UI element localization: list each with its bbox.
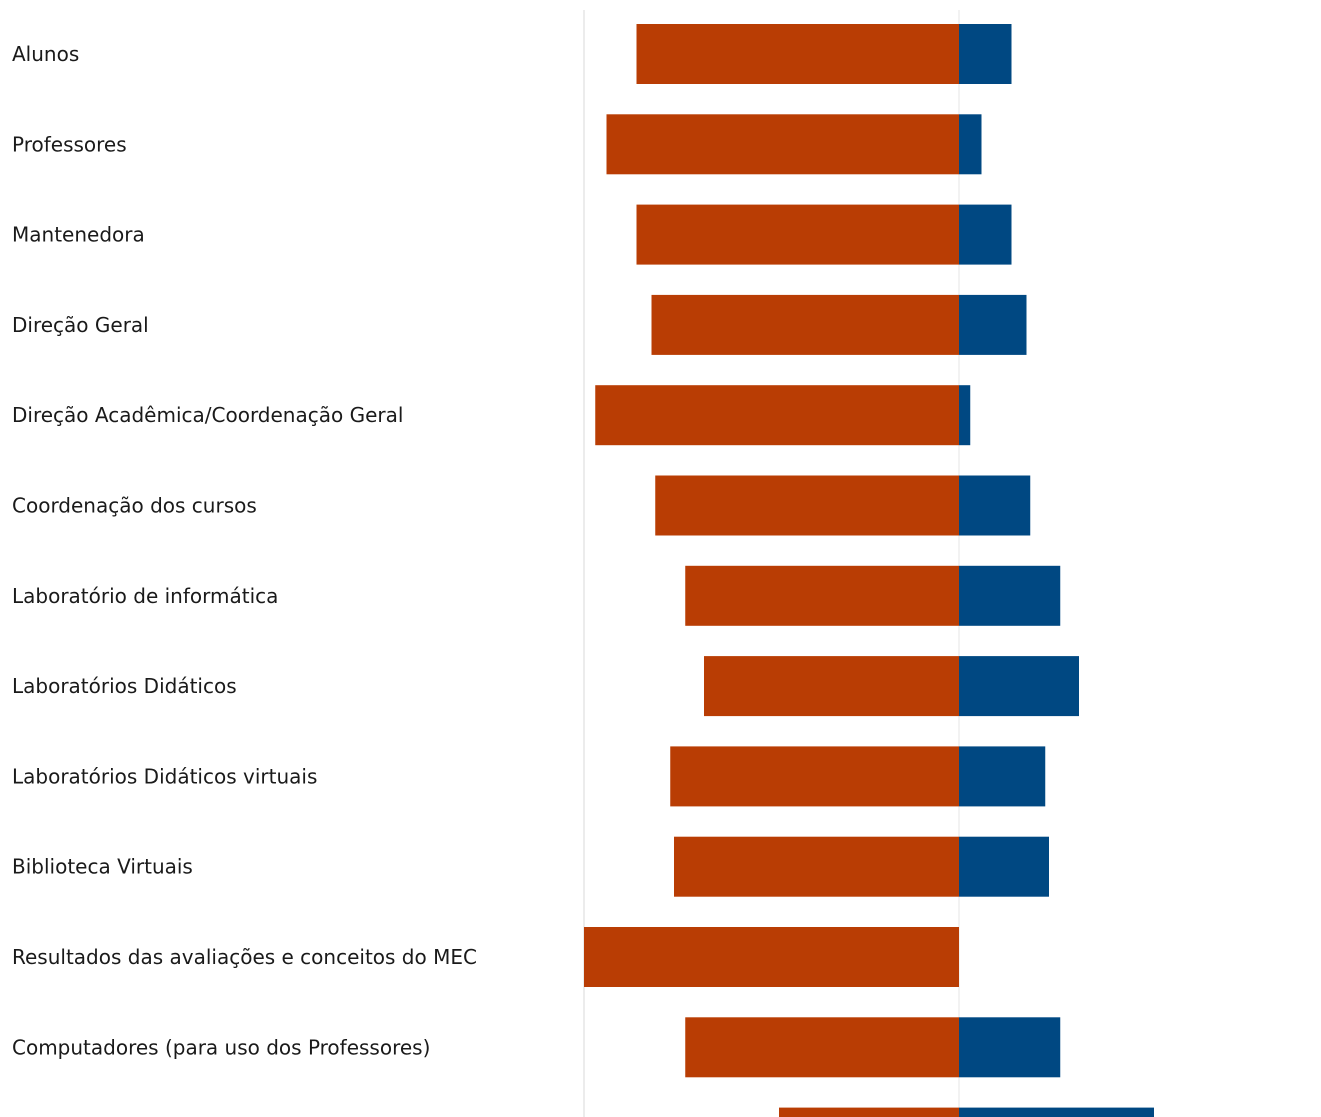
- category-label: Biblioteca Virtuais: [12, 855, 193, 879]
- bar-negative: [670, 746, 959, 807]
- bar-negative: [704, 656, 959, 717]
- category-label: Alunos: [12, 42, 79, 66]
- bar-positive: [959, 24, 1012, 84]
- bar-positive: [959, 836, 1049, 897]
- bar-negative: [636, 204, 959, 265]
- category-label: Laboratório de informática: [12, 584, 278, 608]
- category-label: Coordenação dos cursos: [12, 494, 257, 518]
- bar-negative: [685, 565, 959, 626]
- bar-positive: [959, 114, 982, 175]
- bar-positive: [959, 746, 1046, 807]
- category-label: Mantenedora: [12, 223, 145, 247]
- bar-negative: [606, 114, 959, 175]
- bar-positive: [959, 1017, 1061, 1078]
- bar-positive: [959, 656, 1079, 717]
- category-label: Direção Geral: [12, 313, 149, 337]
- bar-negative: [584, 927, 959, 987]
- category-label: Resultados das avaliações e conceitos do…: [12, 945, 477, 969]
- chart-bars: [584, 24, 1154, 1117]
- bar-negative: [655, 475, 959, 536]
- category-label: Direção Acadêmica/Coordenação Geral: [12, 403, 403, 427]
- bar-negative: [595, 385, 959, 446]
- bar-negative: [651, 294, 959, 355]
- category-label: Laboratórios Didáticos: [12, 674, 237, 698]
- bar-positive: [959, 385, 971, 446]
- bar-positive: [959, 294, 1027, 355]
- category-label: Laboratórios Didáticos virtuais: [12, 764, 317, 788]
- bar-negative: [685, 1017, 959, 1078]
- category-label: Professores: [12, 132, 127, 156]
- bar-negative: [674, 836, 959, 897]
- bar-negative: [636, 24, 959, 84]
- bar-positive: [959, 204, 1012, 265]
- bar-positive: [959, 1107, 1154, 1117]
- bar-negative: [779, 1107, 959, 1117]
- bar-positive: [959, 565, 1061, 626]
- category-labels: Alunos Professores Mantenedora Direção Gera…: [12, 42, 477, 1059]
- bar-positive: [959, 475, 1031, 536]
- category-label: Computadores (para uso dos Professores): [12, 1035, 430, 1059]
